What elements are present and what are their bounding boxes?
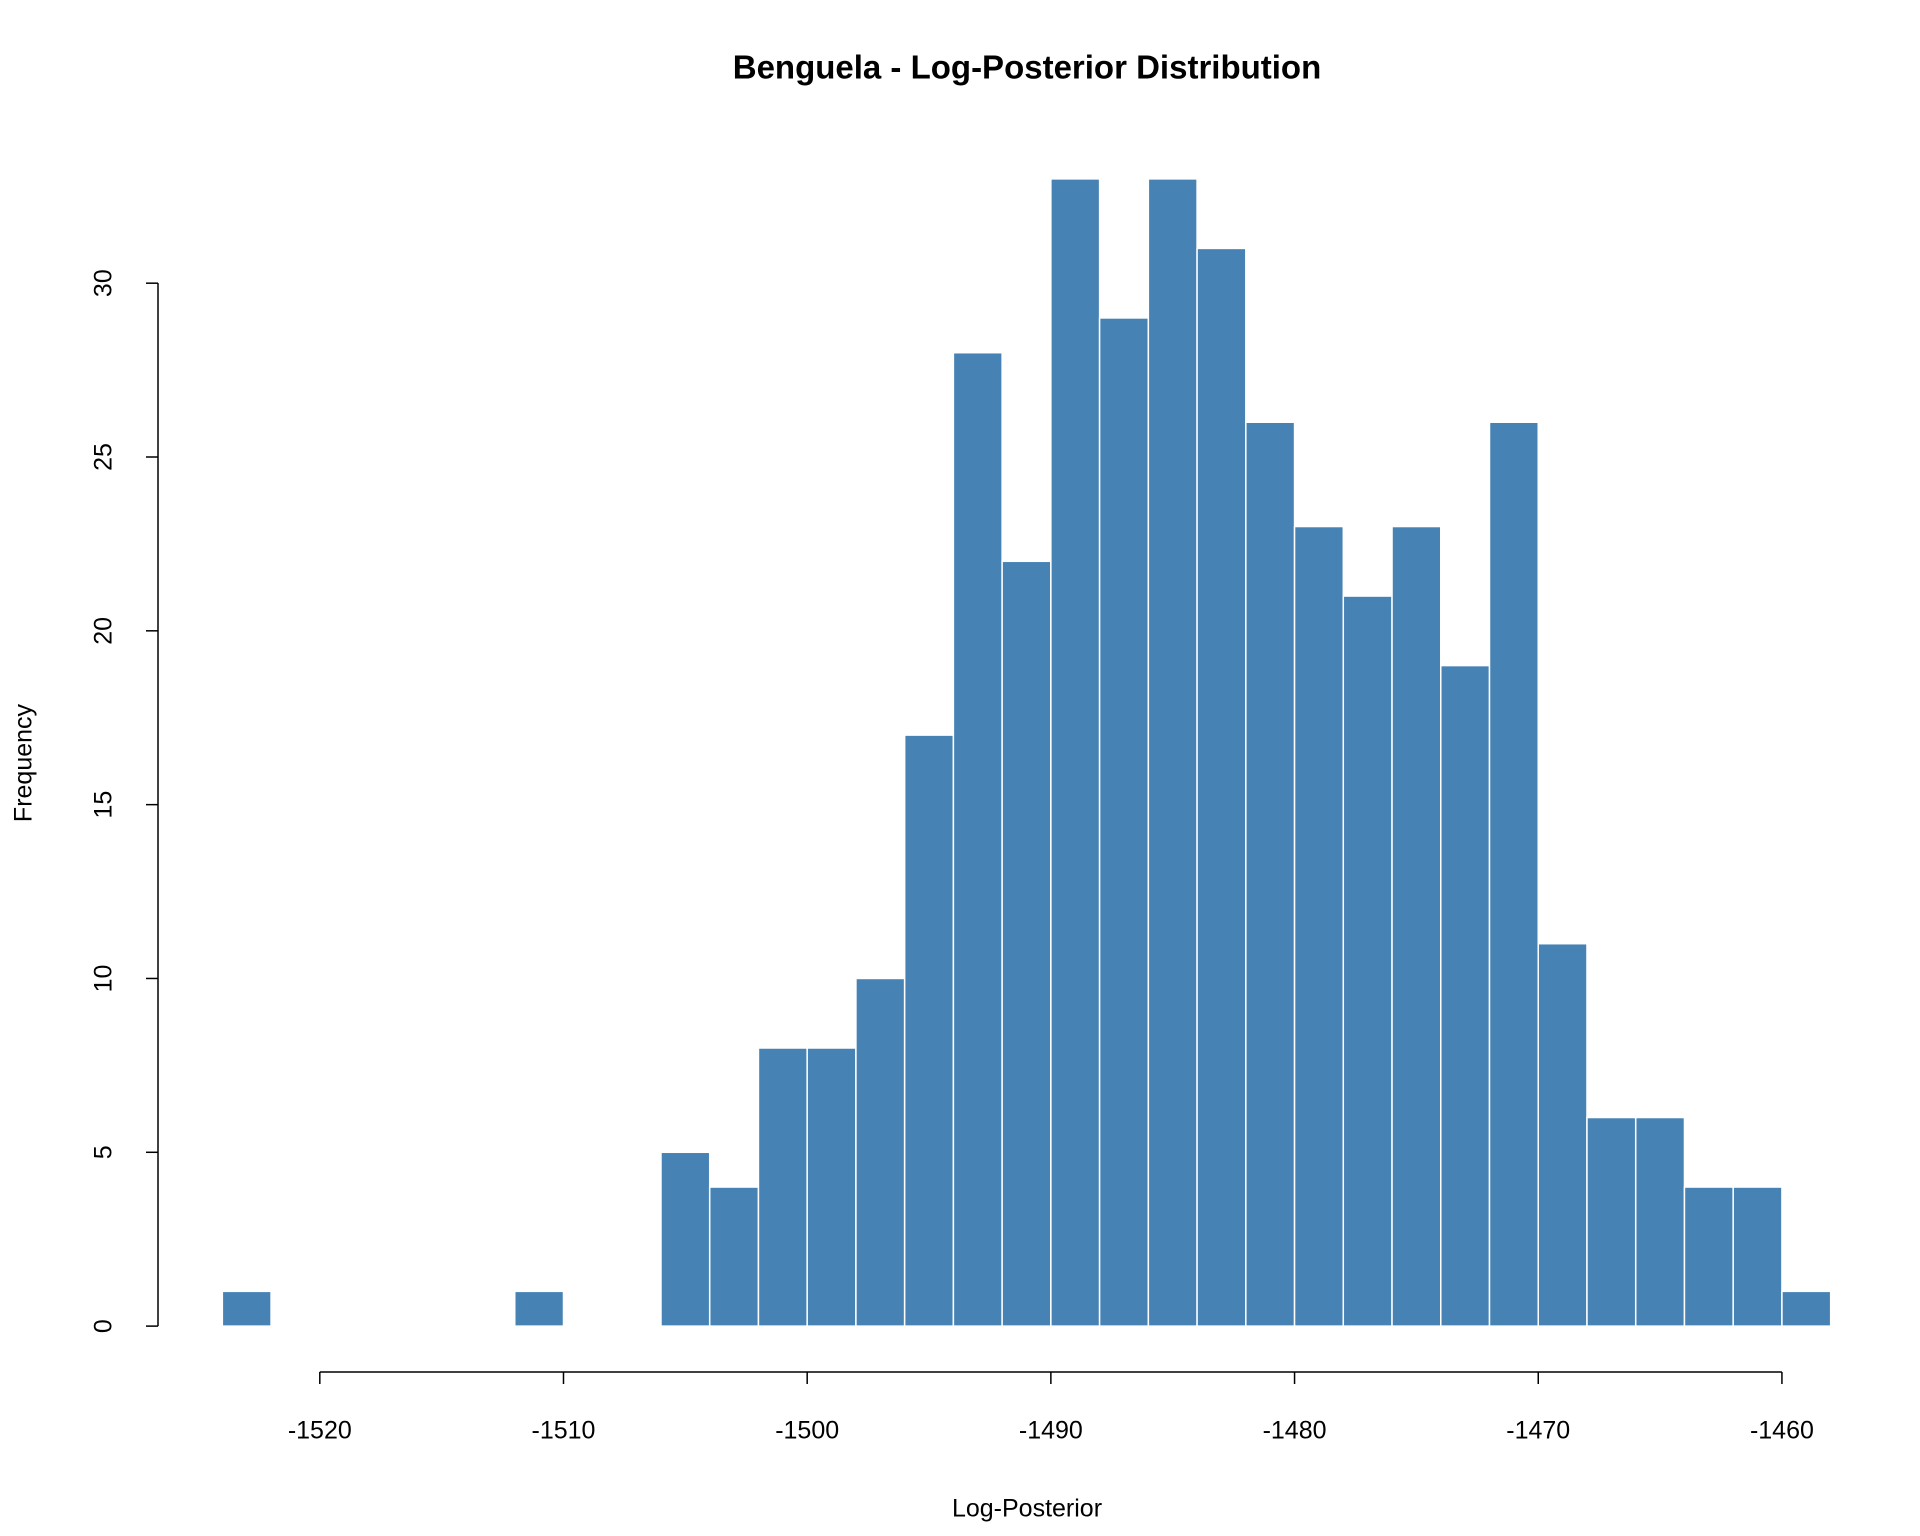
bar <box>1440 664 1491 1327</box>
y-tick-label: 0 <box>90 1319 118 1333</box>
bar <box>1634 1116 1686 1327</box>
bar <box>221 1290 272 1327</box>
y-axis-label: Frequency <box>10 703 38 822</box>
y-tick-label: 5 <box>90 1145 118 1159</box>
x-tick-label: -1480 <box>1263 1417 1327 1445</box>
x-axis-label: Log-Posterior <box>952 1495 1102 1523</box>
bar <box>660 1151 711 1327</box>
y-tick-label: 10 <box>90 965 118 993</box>
bar <box>855 977 906 1327</box>
bar <box>514 1290 565 1327</box>
bar <box>1050 178 1101 1327</box>
x-tick-label: -1460 <box>1750 1417 1814 1445</box>
bar <box>1683 1186 1734 1327</box>
x-tick-label: -1520 <box>288 1417 352 1445</box>
y-tick-label: 30 <box>90 269 118 297</box>
bar <box>1537 942 1588 1327</box>
bar <box>903 734 955 1327</box>
chart-title: Benguela - Log-Posterior Distribution <box>733 49 1322 86</box>
bar <box>1488 421 1539 1327</box>
bar <box>1342 595 1393 1327</box>
bar <box>1147 178 1198 1327</box>
bar <box>1001 560 1052 1327</box>
bar <box>1732 1186 1783 1327</box>
bar <box>1781 1290 1832 1327</box>
bar <box>952 351 1003 1327</box>
bar <box>1196 247 1247 1327</box>
bar <box>757 1047 808 1327</box>
bar <box>708 1186 760 1327</box>
bar <box>1245 421 1296 1327</box>
bar <box>1391 525 1442 1327</box>
bar <box>1293 525 1345 1327</box>
y-tick-label: 15 <box>90 791 118 819</box>
bar <box>806 1047 857 1327</box>
x-tick-label: -1510 <box>532 1417 596 1445</box>
bar <box>1098 317 1150 1327</box>
bar <box>1586 1116 1637 1327</box>
x-tick-label: -1500 <box>775 1417 839 1445</box>
y-tick-label: 25 <box>90 443 118 471</box>
y-tick-label: 20 <box>90 617 118 645</box>
x-tick-label: -1470 <box>1506 1417 1570 1445</box>
x-tick-label: -1490 <box>1019 1417 1083 1445</box>
